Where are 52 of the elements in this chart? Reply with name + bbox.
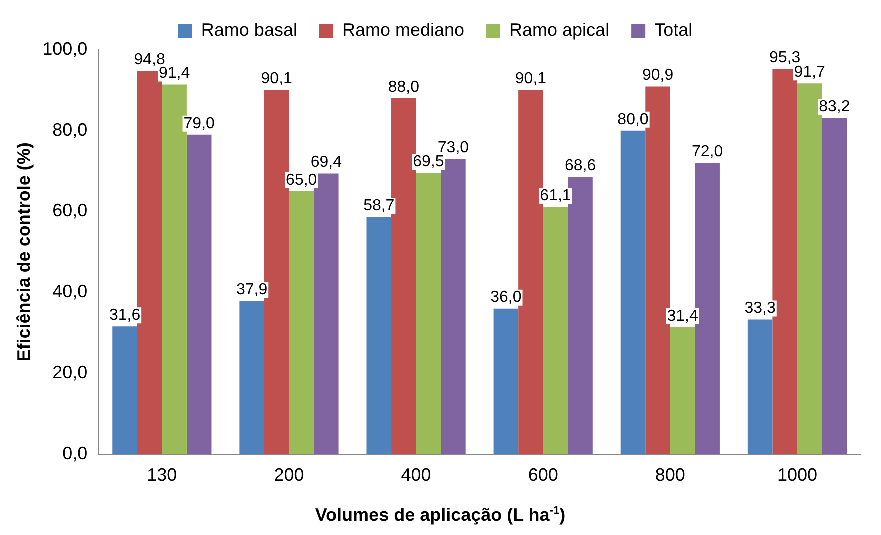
data-label: 33,3 <box>744 300 776 318</box>
data-label: 90,1 <box>515 70 547 88</box>
bar <box>620 130 646 454</box>
data-label: 80,0 <box>618 111 649 128</box>
bar <box>289 192 314 454</box>
legend-label: Ramo mediano <box>342 20 465 40</box>
legend-label: Ramo apical <box>510 20 610 40</box>
data-label: 61,1 <box>540 188 572 205</box>
y-tick-label: 20,0 <box>52 362 88 382</box>
data-label: 68,6 <box>564 157 596 174</box>
data-label: 31,6 <box>109 307 141 324</box>
data-label: 91,7 <box>794 64 826 81</box>
x-tick-label: 130 <box>147 465 178 486</box>
data-label: 72,0 <box>692 144 724 161</box>
y-tick-label: 100,0 <box>42 38 88 59</box>
x-tick-label: 600 <box>528 465 558 486</box>
data-label: 69,4 <box>310 154 342 172</box>
data-label: 58,7 <box>364 197 395 214</box>
data-label: 90,1 <box>261 70 293 88</box>
data-label: 88,0 <box>388 78 420 96</box>
bar <box>822 118 848 454</box>
bar <box>494 308 519 454</box>
legend-label: Ramo basal <box>201 20 298 40</box>
y-tick-label: 80,0 <box>52 120 88 140</box>
x-axis-title: Volumes de aplicação (L ha$^{-1}$) <box>314 505 567 526</box>
bar <box>240 301 264 454</box>
data-label: 91,4 <box>158 65 190 82</box>
bar <box>186 134 212 454</box>
x-tick-label: 1000 <box>777 465 818 486</box>
data-label: 37,9 <box>236 282 268 299</box>
y-tick-label: 60,0 <box>52 200 88 221</box>
legend-label: Total <box>654 20 693 40</box>
data-label: 79,0 <box>184 115 216 132</box>
data-label: 69,5 <box>413 154 444 171</box>
y-tick-label: 40,0 <box>52 282 88 302</box>
bar <box>416 173 442 454</box>
data-label: 31,4 <box>667 308 698 325</box>
data-label: 36,0 <box>490 289 522 306</box>
y-tick-label: 0,0 <box>62 443 88 464</box>
bar <box>543 207 568 454</box>
x-tick-label: 200 <box>274 465 304 486</box>
y-axis-title: Eficiência de controle (%) <box>14 142 34 362</box>
bar <box>366 217 392 454</box>
bar <box>112 326 138 454</box>
x-tick-label: 800 <box>655 465 686 486</box>
data-label: 65,0 <box>286 172 318 189</box>
x-tick-label: 400 <box>401 465 432 486</box>
data-label: 95,3 <box>770 49 801 66</box>
bar <box>670 327 696 454</box>
bar <box>748 320 773 454</box>
data-label: 83,2 <box>819 98 850 116</box>
data-label: 90,9 <box>642 67 674 84</box>
